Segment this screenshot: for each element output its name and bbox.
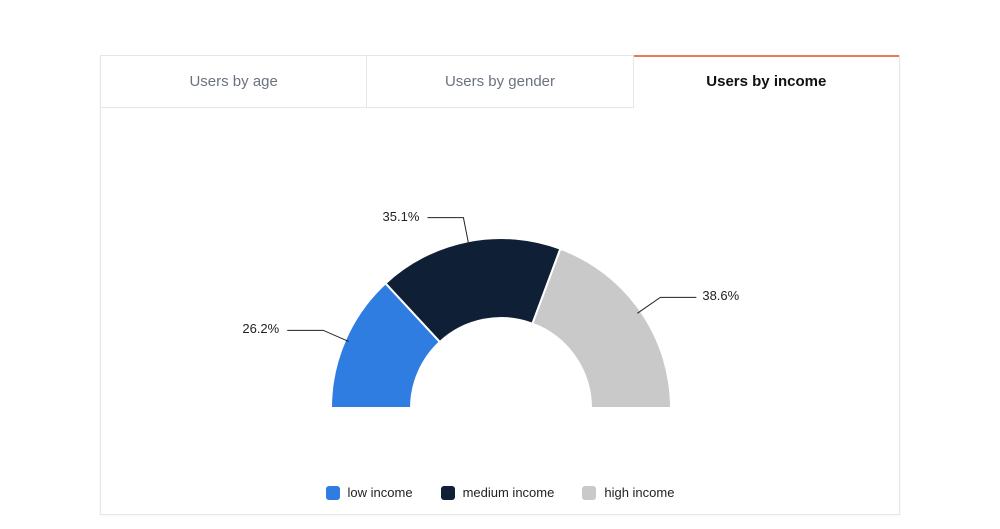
legend-label: high income <box>604 485 674 500</box>
legend-swatch <box>326 486 340 500</box>
legend-swatch <box>582 486 596 500</box>
demographics-card: Users by age Users by gender Users by in… <box>100 55 900 515</box>
donut-slice-high[interactable] <box>532 249 671 408</box>
tab-gender[interactable]: Users by gender <box>367 56 633 107</box>
legend-swatch <box>441 486 455 500</box>
tab-label: Users by gender <box>445 73 555 90</box>
legend-label: medium income <box>463 485 555 500</box>
tab-income[interactable]: Users by income <box>634 56 899 107</box>
legend-item-low[interactable]: low income <box>326 485 413 500</box>
half-donut-chart <box>101 108 901 438</box>
chart-area: 26.2% 35.1% 38.6% <box>101 108 899 466</box>
slice-value-low: 26.2% <box>242 321 279 336</box>
slice-value-high: 38.6% <box>702 288 739 303</box>
legend-label: low income <box>348 485 413 500</box>
tab-label: Users by age <box>189 73 277 90</box>
legend: low income medium income high income <box>101 485 899 500</box>
slice-value-medium: 35.1% <box>383 209 420 224</box>
tabs: Users by age Users by gender Users by in… <box>101 56 899 108</box>
tab-label: Users by income <box>706 73 826 90</box>
legend-item-high[interactable]: high income <box>582 485 674 500</box>
tab-age[interactable]: Users by age <box>101 56 367 107</box>
legend-item-medium[interactable]: medium income <box>441 485 555 500</box>
